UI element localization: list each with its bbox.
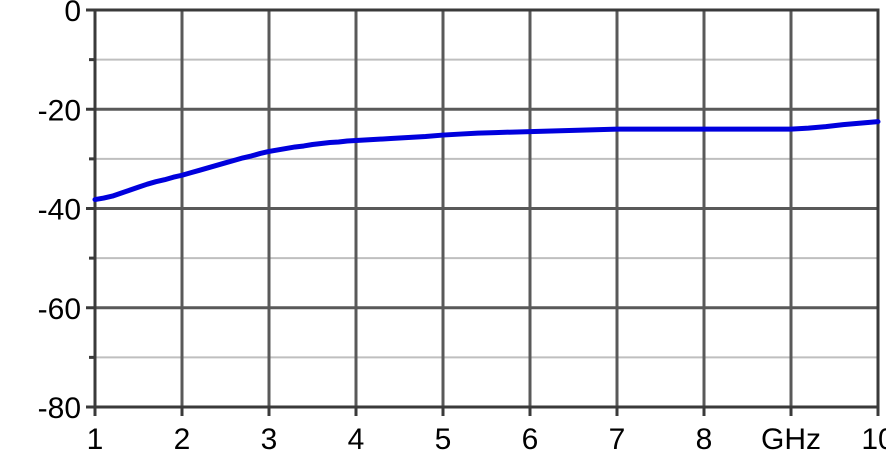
- x-tick-label: 8: [696, 423, 713, 456]
- x-tick-label: 7: [609, 423, 626, 456]
- major-gridlines: [95, 107, 878, 310]
- y-tick-label: -40: [38, 194, 81, 227]
- plot-frame: [93, 8, 880, 409]
- data-series-line: [92, 119, 881, 203]
- x-tick-label: 2: [174, 423, 191, 456]
- y-tick-label: -20: [38, 94, 81, 127]
- x-tick-label: 5: [435, 423, 452, 456]
- x-tick-label: 6: [522, 423, 539, 456]
- y-tick-label: -60: [38, 293, 81, 326]
- x-tick-label: 1: [87, 423, 104, 456]
- y-tick-label: 0: [64, 0, 81, 28]
- y-tick-label: -80: [38, 392, 81, 425]
- x-axis-unit-label: GHz: [761, 423, 821, 456]
- x-tick-labels: 1 2 3 4 5 6 7 8 GHz 10: [87, 423, 886, 456]
- minor-gridlines: [95, 58, 878, 359]
- x-tick-label: 4: [348, 423, 365, 456]
- y-tick-labels: 0 -20 -40 -60 -80: [38, 0, 81, 425]
- x-tick-label: 10: [861, 423, 886, 456]
- vertical-gridlines: [180, 10, 793, 407]
- x-tick-label: 3: [261, 423, 278, 456]
